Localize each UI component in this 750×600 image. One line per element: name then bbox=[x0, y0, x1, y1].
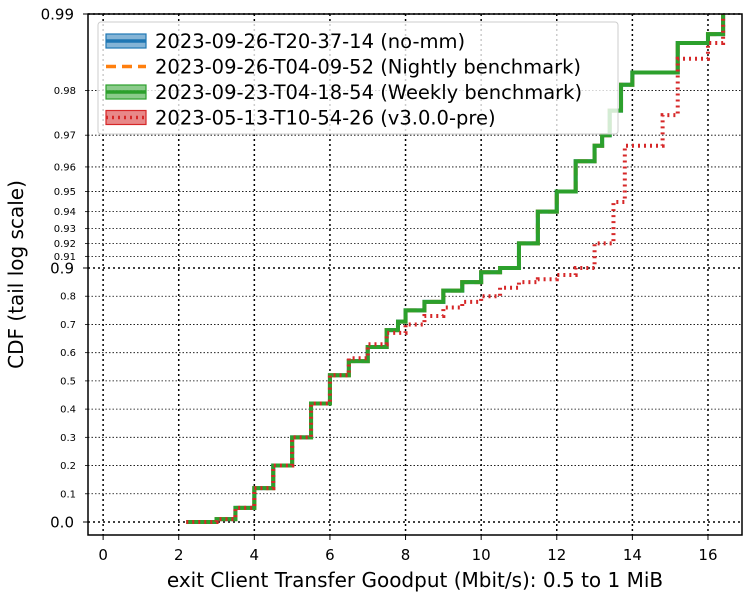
x-tick-label: 8 bbox=[401, 546, 411, 564]
y-minor-tick-label: 0.93 bbox=[54, 224, 76, 235]
x-tick-label: 12 bbox=[547, 546, 566, 564]
axis-ticks: 0 2 4 6 8 10 12 14 16 0.1 0.2 0.3 0.4 0.5 0.6 0.7 0.8 0.9… bbox=[41, 6, 718, 565]
x-tick-label: 0 bbox=[98, 546, 108, 564]
x-tick-label: 4 bbox=[250, 546, 260, 564]
y-major-tick-label: 0.0 bbox=[50, 514, 74, 532]
y-minor-tick-label: 0.6 bbox=[60, 348, 76, 359]
x-tick-label: 10 bbox=[472, 546, 491, 564]
series-line bbox=[186, 14, 726, 524]
y-minor-tick-label: 0.3 bbox=[60, 433, 76, 444]
y-minor-tick-label: 0.7 bbox=[60, 320, 76, 331]
y-minor-tick-label: 0.97 bbox=[54, 131, 76, 142]
y-minor-tick-label: 0.1 bbox=[60, 489, 76, 500]
y-minor-tick-label: 0.96 bbox=[54, 162, 76, 173]
legend: 2023-09-26-T20-37-14 (no-mm) 2023-09-26-T… bbox=[97, 21, 619, 135]
x-tick-label: 2 bbox=[174, 546, 184, 564]
y-minor-tick-label: 0.4 bbox=[60, 405, 76, 416]
y-minor-tick-label: 0.91 bbox=[54, 252, 76, 263]
legend-label: 2023-09-26-T04-09-52 (Nightly benchmark) bbox=[155, 56, 581, 79]
y-axis-title: CDF (tail log scale) bbox=[4, 180, 28, 369]
y-minor-tick-label: 0.5 bbox=[60, 376, 76, 387]
y-minor-tick-label: 0.98 bbox=[54, 86, 76, 97]
plot-area-frame bbox=[87, 13, 743, 536]
legend-label: 2023-09-23-T04-18-54 (Weekly benchmark) bbox=[155, 81, 582, 104]
y-minor-tick-label: 0.92 bbox=[54, 239, 76, 250]
y-minor-tick-label: 0.95 bbox=[54, 187, 76, 198]
legend-label: 2023-05-13-T10-54-26 (v3.0.0-pre) bbox=[155, 107, 496, 130]
x-tick-label: 16 bbox=[698, 546, 717, 564]
y-minor-tick-label: 0.2 bbox=[60, 461, 76, 472]
x-axis-title: exit Client Transfer Goodput (Mbit/s): 0… bbox=[167, 568, 663, 592]
y-major-tick-label: 0.9 bbox=[50, 260, 74, 278]
y-major-tick-label: 0.99 bbox=[41, 6, 74, 24]
legend-label: 2023-09-26-T20-37-14 (no-mm) bbox=[155, 30, 465, 53]
series-lines bbox=[186, 14, 726, 524]
y-minor-tick-label: 0.8 bbox=[60, 292, 76, 303]
series-line bbox=[186, 14, 726, 524]
x-tick-label: 6 bbox=[325, 546, 335, 564]
legend-box bbox=[97, 21, 619, 135]
x-tick-label: 14 bbox=[623, 546, 642, 564]
y-minor-tick-label: 0.94 bbox=[54, 207, 76, 218]
